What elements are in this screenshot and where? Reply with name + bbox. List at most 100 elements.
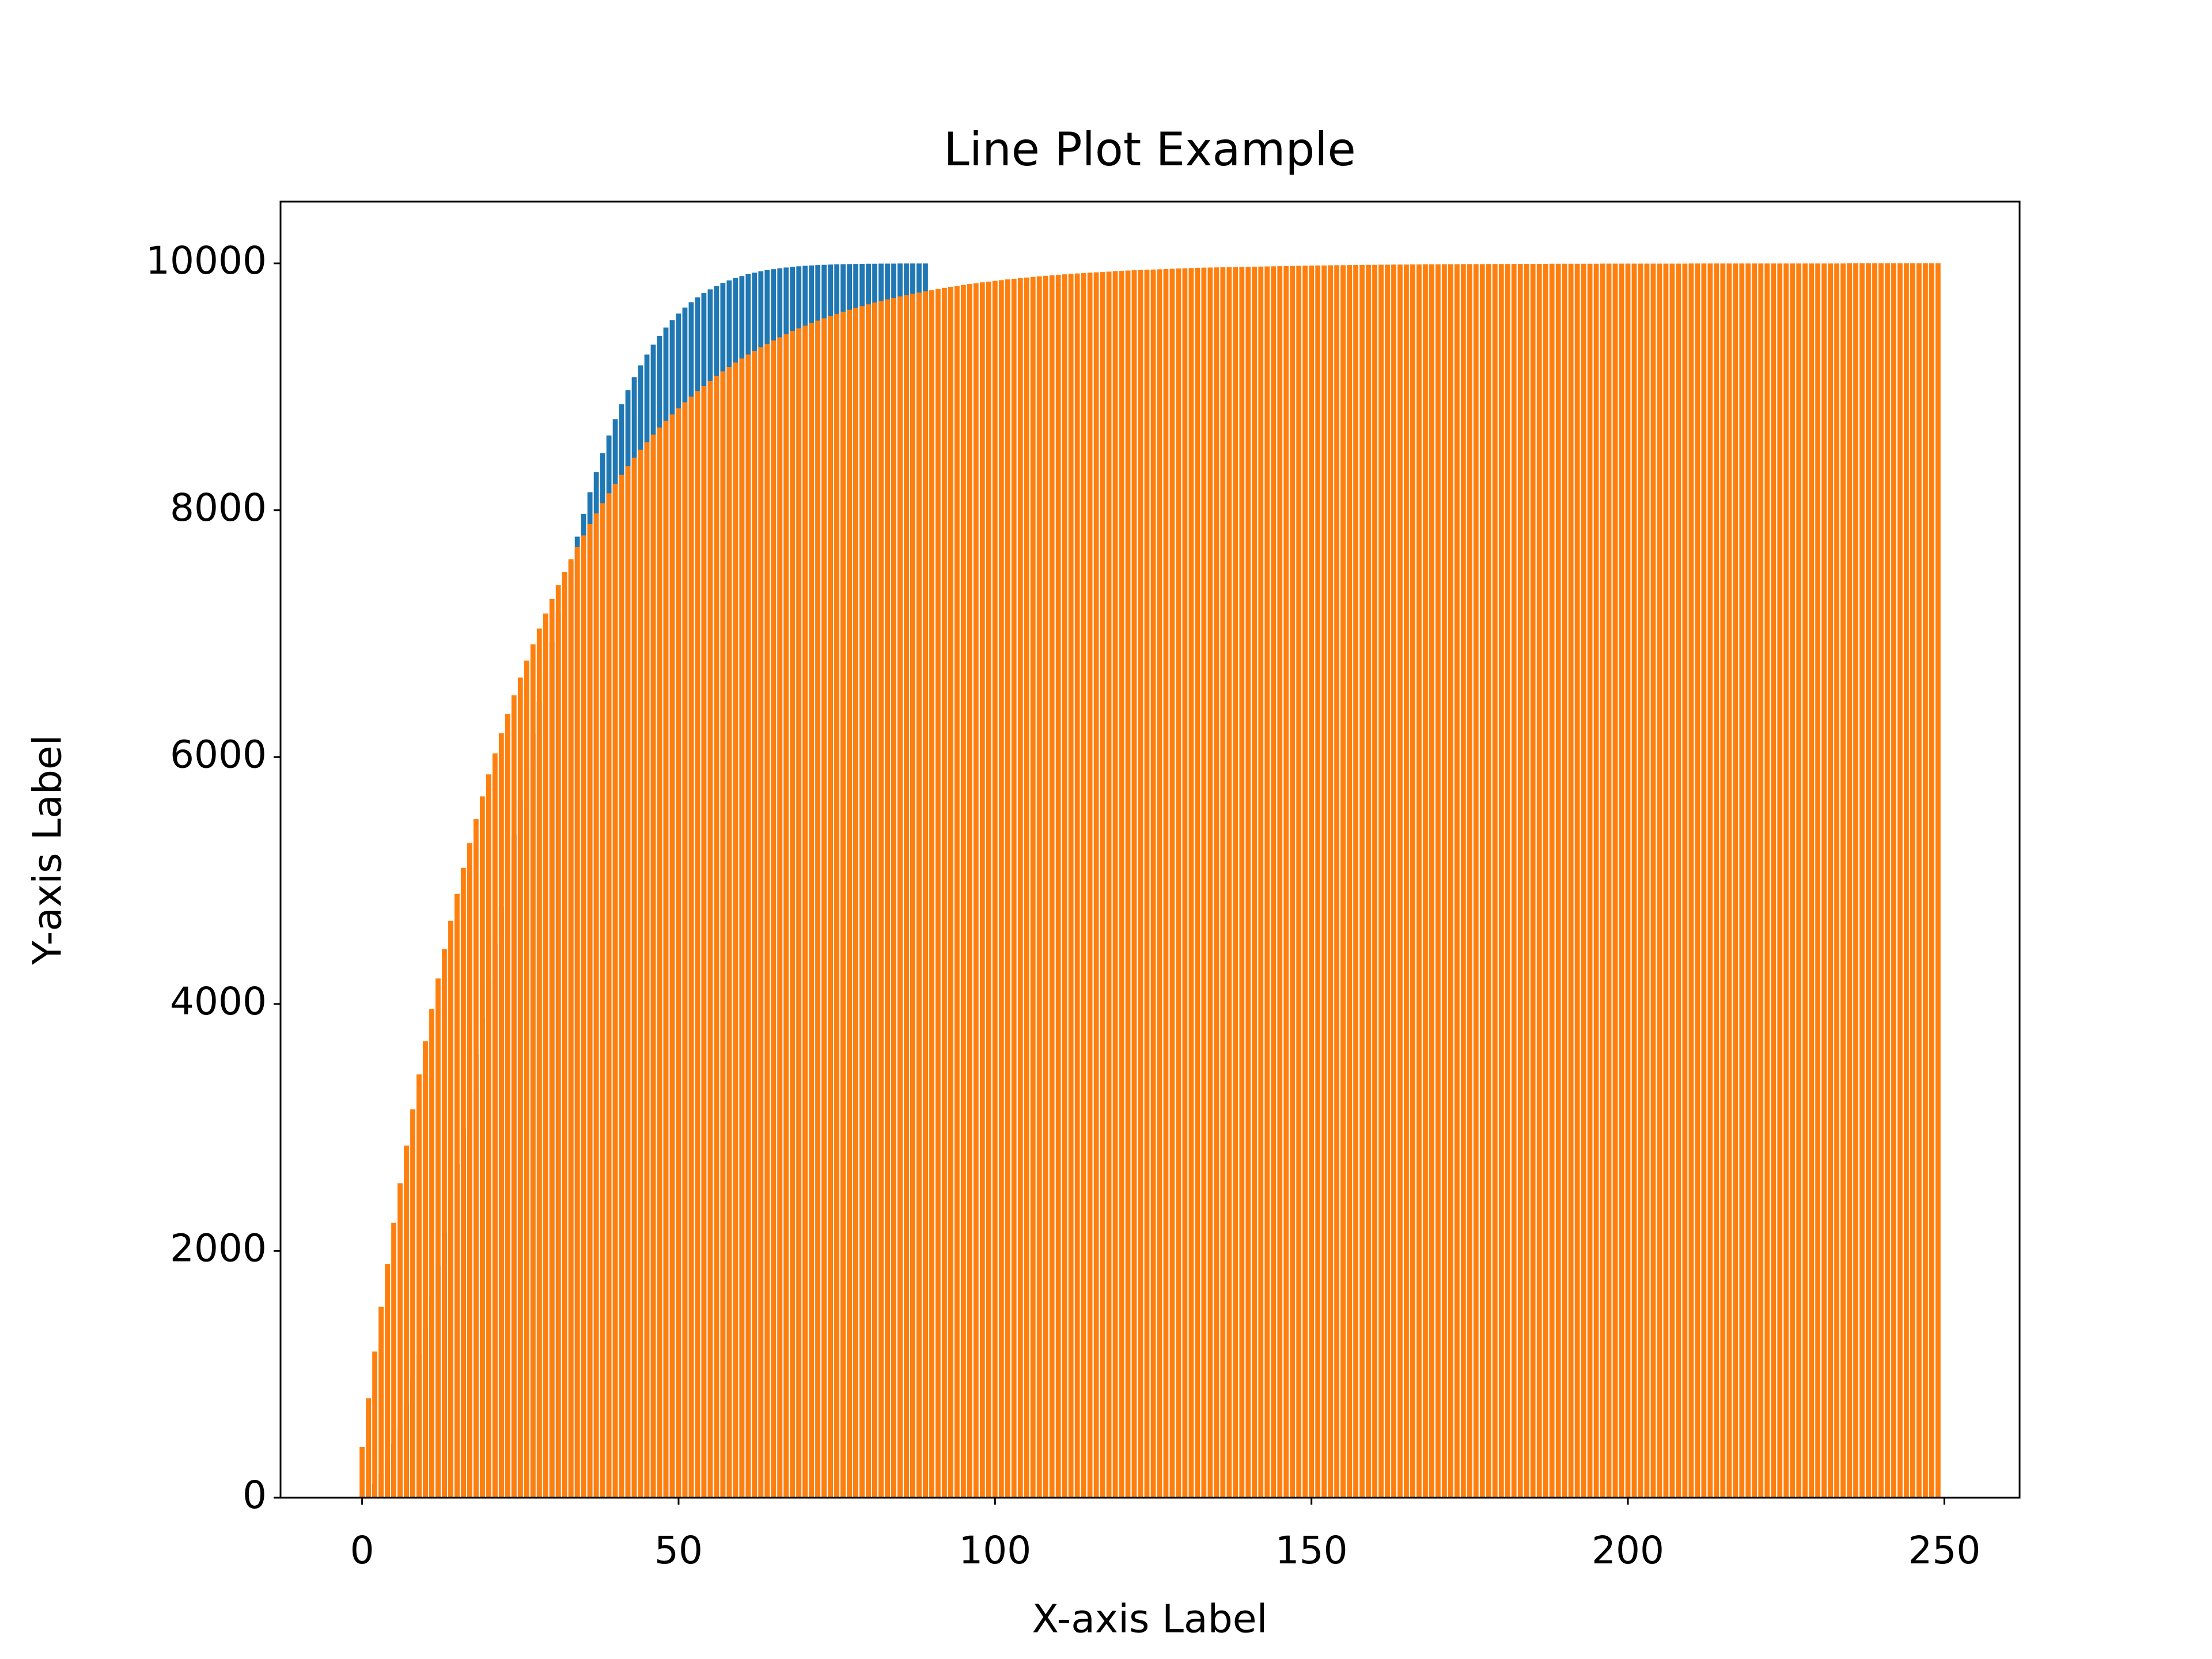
bar	[1726, 263, 1732, 1498]
bar	[1688, 263, 1694, 1498]
bar	[1720, 263, 1726, 1498]
bar	[1391, 264, 1396, 1498]
bar	[631, 457, 637, 1498]
bar	[682, 402, 688, 1498]
bar	[878, 301, 884, 1498]
bar	[1144, 270, 1150, 1498]
bar	[1878, 263, 1884, 1498]
bar	[1638, 263, 1643, 1498]
bar	[764, 343, 770, 1498]
bar	[1385, 264, 1390, 1498]
bar	[1112, 271, 1118, 1498]
bar	[1543, 264, 1548, 1498]
bar	[1796, 263, 1802, 1498]
bar	[511, 695, 517, 1498]
bar	[1612, 263, 1618, 1498]
bar	[1492, 264, 1498, 1498]
bar	[1321, 265, 1327, 1498]
bar	[1157, 269, 1162, 1498]
bar	[1410, 264, 1415, 1498]
bar	[359, 1446, 365, 1498]
bar	[372, 1351, 377, 1498]
bar	[1802, 263, 1808, 1498]
bar	[1271, 266, 1277, 1498]
bar	[1935, 263, 1941, 1498]
bar	[1650, 263, 1656, 1498]
bar	[688, 396, 694, 1498]
bar	[435, 978, 441, 1498]
bar	[1701, 263, 1707, 1498]
bar	[1454, 264, 1460, 1498]
bar	[986, 281, 991, 1498]
bar	[942, 287, 947, 1498]
bar	[593, 513, 599, 1498]
bar	[404, 1145, 409, 1498]
bar	[676, 408, 681, 1498]
bar	[530, 644, 536, 1498]
bar	[1644, 263, 1650, 1498]
bar	[695, 391, 700, 1498]
bar	[1081, 273, 1086, 1498]
bar	[1682, 263, 1688, 1498]
bar	[783, 334, 789, 1498]
bar	[498, 733, 504, 1498]
bar	[1302, 266, 1308, 1498]
bar	[1252, 266, 1257, 1498]
bar	[1283, 266, 1289, 1498]
bar	[1929, 263, 1934, 1498]
bar	[821, 318, 827, 1498]
bar	[1511, 264, 1517, 1498]
bar	[1062, 274, 1067, 1498]
y-tick-label: 4000	[170, 979, 267, 1024]
bar	[1828, 263, 1833, 1498]
bar	[1859, 263, 1865, 1498]
bar	[796, 328, 802, 1498]
bar	[663, 421, 669, 1498]
bar	[1505, 264, 1510, 1498]
bar	[1404, 264, 1409, 1498]
bar	[410, 1109, 415, 1498]
bar	[1024, 277, 1029, 1498]
bar	[998, 280, 1004, 1498]
bar	[1093, 272, 1099, 1498]
bar	[910, 293, 915, 1498]
x-tick-label: 50	[654, 1528, 703, 1573]
bar	[872, 302, 877, 1498]
bar	[1524, 264, 1529, 1498]
bar	[397, 1183, 403, 1498]
bar	[1119, 271, 1124, 1498]
bar	[1460, 264, 1466, 1498]
bar	[929, 290, 934, 1498]
bar	[1764, 263, 1770, 1498]
bar	[448, 921, 453, 1498]
bar	[600, 503, 605, 1498]
bar	[555, 585, 561, 1498]
bar	[1359, 264, 1365, 1498]
bar	[1593, 263, 1599, 1498]
bar	[1220, 267, 1226, 1498]
bar	[454, 893, 460, 1498]
bar	[625, 466, 631, 1498]
x-tick-label: 100	[959, 1528, 1031, 1573]
bar	[1790, 263, 1796, 1498]
bar	[1030, 276, 1036, 1498]
bar	[1498, 264, 1504, 1498]
bar	[1840, 263, 1846, 1498]
bar	[467, 843, 472, 1498]
bar	[1606, 263, 1612, 1498]
bar	[714, 376, 719, 1498]
bar	[606, 493, 612, 1498]
bar	[840, 312, 846, 1498]
bar	[1739, 263, 1745, 1498]
bar	[885, 299, 890, 1498]
bar	[1100, 272, 1105, 1498]
bar	[1169, 268, 1175, 1498]
bar	[1340, 265, 1346, 1498]
bar	[891, 298, 896, 1498]
bar	[581, 535, 586, 1498]
bar	[834, 313, 840, 1498]
bar	[1429, 264, 1434, 1498]
bar	[1334, 265, 1340, 1498]
bar	[1290, 266, 1296, 1498]
